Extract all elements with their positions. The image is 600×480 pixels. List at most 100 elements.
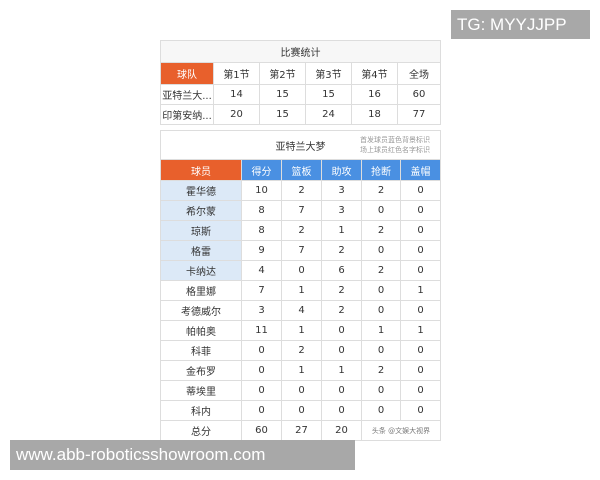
player-row: 科内 0 0 0 0 0 (160, 400, 441, 421)
total-assists: 20 (321, 420, 362, 441)
stat-value: 7 (281, 240, 322, 261)
column-header: 篮板 (281, 159, 322, 181)
quarter-score: 16 (351, 84, 398, 105)
quarter-score: 60 (396, 84, 442, 105)
stat-value: 3 (321, 180, 362, 201)
stat-value: 0 (361, 380, 401, 401)
player-name: 帕帕奥 (160, 320, 242, 341)
column-header: 第1节 (213, 62, 260, 85)
player-row: 格里娜 7 1 2 0 1 (160, 280, 441, 301)
stat-value: 0 (241, 360, 282, 381)
column-header: 球队 (160, 62, 214, 85)
player-name: 格里娜 (160, 280, 242, 301)
total-row: 总分 60 27 20 头条 @文娱大视界 (160, 420, 441, 441)
player-name: 格雷 (160, 240, 242, 261)
stat-value: 0 (400, 180, 441, 201)
player-name: 霍华德 (160, 180, 242, 201)
stat-value: 4 (241, 260, 282, 281)
player-name: 考德威尔 (160, 300, 242, 321)
total-points: 60 (241, 420, 282, 441)
quarter-score: 15 (259, 84, 306, 105)
player-row: 蒂埃里 0 0 0 0 0 (160, 380, 441, 401)
stat-value: 0 (361, 400, 401, 421)
stat-value: 0 (400, 380, 441, 401)
stat-value: 0 (361, 280, 401, 301)
player-row: 琼斯 8 2 1 2 0 (160, 220, 441, 241)
stat-value: 0 (400, 400, 441, 421)
team-name: 亚特兰大... (160, 84, 214, 105)
stat-value: 11 (241, 320, 282, 341)
quarter-score: 20 (213, 104, 260, 125)
stat-value: 2 (361, 360, 401, 381)
note-oncourt: 场上球员红色名字标识 (360, 146, 430, 154)
stat-value: 0 (241, 380, 282, 401)
stat-value: 2 (361, 220, 401, 241)
table-row: 亚特兰大... 14 15 15 16 60 (160, 84, 442, 105)
stat-value: 8 (241, 220, 282, 241)
stat-value: 1 (281, 280, 322, 301)
player-name: 蒂埃里 (160, 380, 242, 401)
stat-value: 0 (241, 340, 282, 361)
stat-value: 7 (241, 280, 282, 301)
team-name: 印第安纳... (160, 104, 214, 125)
stat-value: 0 (400, 300, 441, 321)
stat-value: 2 (281, 180, 322, 201)
quarter-score: 18 (351, 104, 398, 125)
stat-value: 6 (321, 260, 362, 281)
stat-value: 1 (400, 280, 441, 301)
game-stats-table: 比赛统计 球队 第1节 第2节 第3节 第4节 全场 亚特兰大... 14 15 15 16 60 印… (159, 40, 442, 125)
quarter-score: 15 (259, 104, 306, 125)
stat-value: 2 (361, 260, 401, 281)
tg-overlay: TG: MYYJJPP (451, 10, 590, 39)
stat-value: 0 (361, 240, 401, 261)
stat-value: 4 (281, 300, 322, 321)
stat-value: 3 (241, 300, 282, 321)
watermark: 头条 @文娱大视界 (361, 420, 441, 441)
stat-value: 0 (400, 240, 441, 261)
player-row: 科菲 0 2 0 0 0 (160, 340, 441, 361)
stat-value: 0 (241, 400, 282, 421)
legend-note: 首发球员蓝色背景标识 场上球员红色名字标识 (360, 135, 440, 155)
stat-value: 0 (321, 320, 362, 341)
stat-value: 0 (281, 260, 322, 281)
player-name: 科内 (160, 400, 242, 421)
quarter-score: 15 (305, 84, 352, 105)
column-header: 盖帽 (400, 159, 441, 181)
player-row: 格雷 9 7 2 0 0 (160, 240, 441, 261)
column-header: 助攻 (321, 159, 362, 181)
stat-value: 0 (400, 360, 441, 381)
team-name: 亚特兰大梦 (275, 141, 326, 153)
player-name: 金布罗 (160, 360, 242, 381)
table-row: 印第安纳... 20 15 24 18 77 (160, 104, 442, 125)
stat-value: 2 (361, 180, 401, 201)
stat-value: 1 (281, 360, 322, 381)
stat-value: 0 (400, 340, 441, 361)
player-row: 帕帕奥 11 1 0 1 1 (160, 320, 441, 341)
stat-value: 7 (281, 200, 322, 221)
stat-value: 1 (361, 320, 401, 341)
player-name: 琼斯 (160, 220, 242, 241)
player-row: 金布罗 0 1 1 2 0 (160, 360, 441, 381)
column-header: 第2节 (259, 62, 306, 85)
stat-value: 2 (281, 340, 322, 361)
stat-value: 0 (400, 220, 441, 241)
stat-value: 2 (321, 240, 362, 261)
stat-value: 0 (281, 400, 322, 421)
stat-value: 1 (321, 360, 362, 381)
quarter-score: 24 (305, 104, 352, 125)
url-overlay: www.abb-roboticsshowroom.com (10, 440, 355, 470)
stat-value: 8 (241, 200, 282, 221)
quarter-score: 14 (213, 84, 260, 105)
column-header: 第4节 (351, 62, 398, 85)
stat-value: 1 (321, 220, 362, 241)
stat-value: 0 (321, 340, 362, 361)
stat-value: 0 (361, 300, 401, 321)
stat-value: 1 (400, 320, 441, 341)
note-starter: 首发球员蓝色背景标识 (360, 136, 430, 144)
player-row: 希尔蒙 8 7 3 0 0 (160, 200, 441, 221)
stat-value: 2 (321, 280, 362, 301)
stat-value: 0 (361, 200, 401, 221)
stat-value: 0 (321, 400, 362, 421)
stat-value: 2 (321, 300, 362, 321)
column-header: 抢断 (361, 159, 401, 181)
